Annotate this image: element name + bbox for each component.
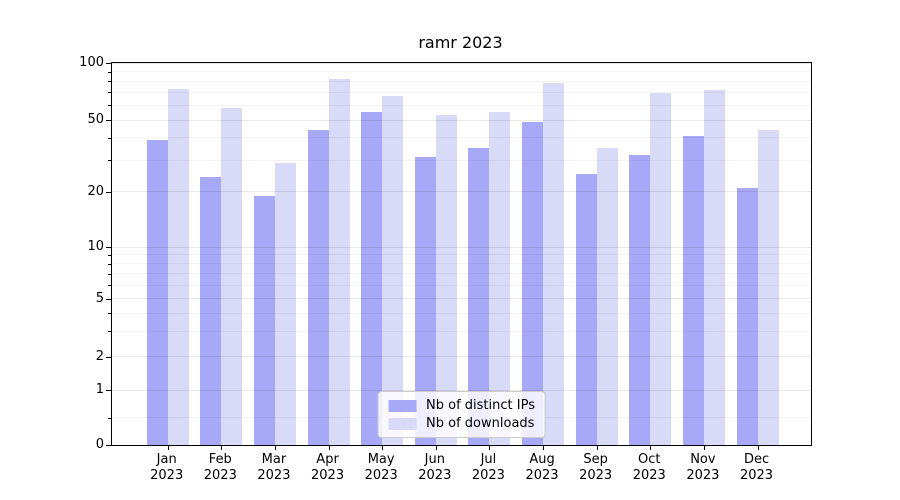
y-tick-mark (106, 63, 111, 64)
y-tick-label: 5 (95, 290, 104, 306)
legend-swatch-distinct-ips (388, 399, 417, 412)
y-tick-mark-minor (108, 105, 111, 107)
x-tick-label: Sep 2023 (579, 452, 613, 483)
y-tick-mark-minor (108, 263, 111, 265)
gridline-minor (112, 80, 811, 82)
legend-label-distinct-ips: Nb of distinct IPs (426, 398, 535, 413)
x-tick-label: May 2023 (364, 452, 398, 483)
bar-downloads-jul (489, 112, 511, 445)
bar-distinct-ips-apr (307, 130, 329, 445)
plot-area: Nb of distinct IPs Nb of downloads (106, 62, 812, 450)
bar-downloads-may (382, 96, 404, 445)
x-tick-mark (543, 446, 545, 450)
bar-downloads-feb (221, 108, 243, 445)
bar-distinct-ips-feb (200, 177, 222, 445)
x-tick-mark (596, 446, 598, 450)
bar-distinct-ips-nov (682, 135, 704, 445)
bar-distinct-ips-jul (468, 148, 490, 445)
x-tick-label: Jul 2023 (471, 452, 505, 483)
bar-distinct-ips-sep (575, 174, 597, 445)
y-tick-label: 0 (95, 437, 104, 452)
y-tick-mark (106, 191, 111, 193)
legend-swatch-downloads (388, 417, 417, 430)
bar-downloads-nov (703, 90, 725, 445)
x-tick-label: Feb 2023 (203, 452, 237, 483)
bar-distinct-ips-mar (253, 195, 275, 445)
bar-distinct-ips-oct (629, 155, 651, 445)
y-tick-mark (106, 356, 111, 358)
y-tick-mark (106, 120, 111, 122)
bar-downloads-jan (167, 89, 189, 445)
x-tick-mark (221, 446, 223, 450)
x-tick-mark (328, 446, 330, 450)
y-tick-mark-minor (108, 137, 111, 139)
bar-distinct-ips-jan (146, 139, 168, 445)
y-tick-mark-minor (108, 160, 111, 162)
y-tick-label: 10 (87, 239, 104, 254)
bar-distinct-ips-may (361, 112, 383, 445)
x-tick-mark (382, 446, 384, 450)
y-tick-mark-minor (108, 417, 111, 419)
x-tick-label: Jan 2023 (150, 452, 184, 483)
legend: Nb of distinct IPs Nb of downloads (377, 391, 546, 438)
y-tick-label: 20 (87, 183, 104, 199)
x-tick-label: Jun 2023 (418, 452, 452, 483)
chart-title: ramr 2023 (418, 33, 503, 52)
x-tick-label: Dec 2023 (739, 452, 774, 483)
bar-downloads-mar (274, 162, 296, 445)
y-tick-mark (106, 247, 111, 248)
x-tick-mark (274, 446, 276, 450)
y-tick-label: 1 (95, 382, 104, 398)
y-tick-mark-minor (108, 71, 111, 73)
x-tick-mark (757, 446, 759, 450)
x-tick-label: Nov 2023 (686, 452, 720, 483)
x-tick-mark (650, 446, 652, 450)
legend-item-downloads: Nb of downloads (388, 416, 535, 431)
x-tick-label: Apr 2023 (311, 452, 345, 483)
y-tick-label: 100 (79, 55, 104, 70)
bar-downloads-sep (596, 148, 618, 445)
y-tick-mark-minor (108, 254, 111, 256)
x-tick-label: Oct 2023 (632, 452, 666, 483)
bar-distinct-ips-dec (736, 187, 758, 445)
gridline-minor (112, 71, 811, 73)
bar-downloads-dec (757, 130, 779, 445)
legend-label-downloads: Nb of downloads (426, 416, 535, 431)
y-tick-mark (106, 445, 111, 446)
bar-downloads-aug (543, 82, 565, 445)
y-tick-mark-minor (108, 331, 111, 333)
bar-downloads-apr (328, 79, 350, 445)
x-tick-mark (703, 446, 705, 450)
x-tick-mark (167, 446, 169, 450)
x-tick-label: Aug 2023 (525, 452, 559, 483)
x-tick-label: Mar 2023 (257, 452, 291, 483)
bar-distinct-ips-jun (414, 157, 436, 445)
gridline-major (112, 62, 811, 64)
y-tick-mark-minor (108, 92, 111, 94)
y-tick-label: 50 (87, 112, 104, 128)
y-tick-mark-minor (108, 313, 111, 315)
bar-downloads-oct (650, 92, 672, 445)
bar-distinct-ips-aug (522, 121, 544, 445)
y-tick-mark-minor (108, 285, 111, 287)
bar-downloads-jun (435, 115, 457, 445)
y-tick-mark (106, 390, 111, 392)
y-tick-mark-minor (108, 81, 111, 83)
y-tick-mark (106, 298, 111, 300)
y-tick-mark-minor (108, 273, 111, 275)
x-tick-mark (435, 446, 437, 450)
legend-item-distinct-ips: Nb of distinct IPs (388, 398, 535, 413)
x-tick-mark (489, 446, 491, 450)
y-tick-label: 2 (95, 348, 104, 364)
